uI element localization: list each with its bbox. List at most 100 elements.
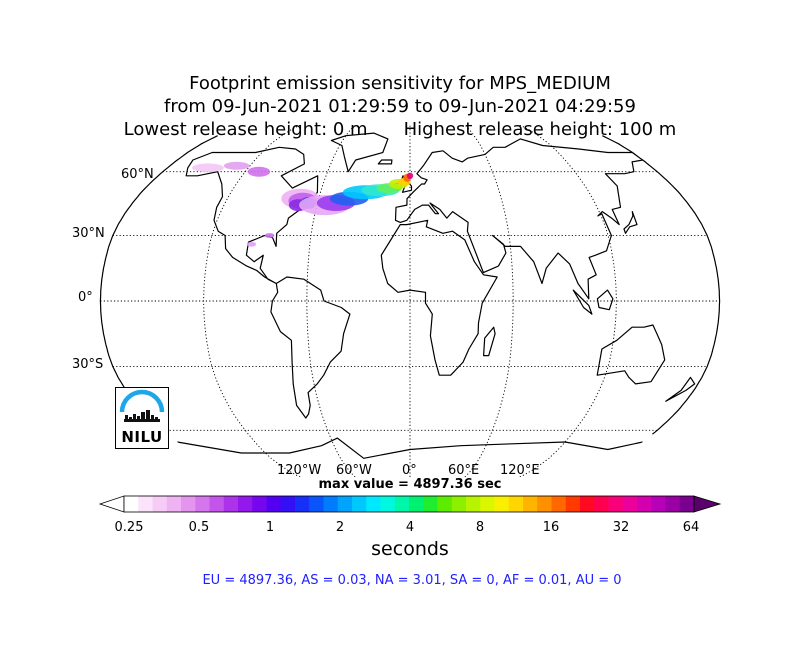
meridian-line	[519, 125, 617, 477]
colorbar-bin	[451, 496, 467, 512]
lat-label-0: 0°	[78, 290, 93, 305]
region-totals: EU = 4897.36, AS = 0.03, NA = 3.01, SA =…	[202, 573, 622, 588]
colorbar-tick-label: 16	[542, 520, 560, 535]
globe-outline	[99, 135, 721, 435]
continent-outlines	[177, 132, 696, 459]
colorbar-frame	[123, 495, 695, 513]
colorbar-bin	[423, 496, 438, 512]
colorbar-bin	[537, 496, 552, 512]
coastline-borneo	[596, 289, 614, 311]
graticule	[100, 125, 720, 477]
colorbar-bin	[409, 496, 424, 512]
lat-label-30n: 30°N	[72, 226, 105, 241]
colorbar-bin	[166, 496, 182, 512]
colorbar-bin	[508, 496, 524, 512]
plume-patch	[246, 241, 257, 247]
coastline-north-america	[185, 146, 319, 285]
colorbar-extend-low	[98, 495, 125, 513]
colorbar-bin	[238, 496, 253, 512]
lon-label-60e: 60°E	[448, 463, 480, 478]
colorbar-units-label: seconds	[371, 538, 449, 560]
colorbar-bin	[195, 496, 210, 512]
footprint-plume	[192, 161, 414, 247]
colorbar-bin	[295, 496, 310, 512]
colorbar-bin	[209, 496, 225, 512]
colorbar-tick-label: 0.25	[114, 520, 144, 535]
lat-label-30s: 30°S	[72, 357, 104, 372]
coastline-new-zealand	[665, 376, 696, 402]
title-line-3: Lowest release height: 0 m Highest releas…	[0, 119, 800, 141]
coastline-australia	[596, 324, 666, 385]
coastline-iceland	[377, 159, 393, 165]
colorbar-tick-label: 1	[265, 520, 275, 535]
colorbar-bin	[124, 496, 139, 512]
lon-label-120e: 120°E	[500, 463, 540, 478]
colorbar-bin	[565, 496, 581, 512]
colorbar-bin	[309, 496, 324, 512]
coastline-sumatra	[572, 289, 593, 315]
colorbar-bin	[622, 496, 638, 512]
coastline-japan	[623, 211, 638, 234]
colorbar-bin	[266, 496, 282, 512]
nilu-logo-mark	[119, 389, 165, 422]
colorbar-bin	[380, 496, 396, 512]
colorbar-bin	[637, 496, 652, 512]
colorbar-bin	[366, 496, 381, 512]
colorbar-bin	[181, 496, 196, 512]
colorbar-bin	[152, 496, 168, 512]
lon-label-120w: 120°W	[277, 463, 322, 478]
coastline-greenland	[330, 132, 389, 173]
highest-release-height: Highest release height: 100 m	[403, 119, 677, 140]
colorbar-tick-label: 4	[405, 520, 415, 535]
colorbar-bin	[323, 496, 339, 512]
coastline-madagascar	[483, 326, 496, 357]
title-line-1: Footprint emission sensitivity for MPS_M…	[189, 73, 611, 94]
title-line-2: from 09-Jun-2021 01:29:59 to 09-Jun-2021…	[164, 96, 636, 117]
meridian-line	[203, 125, 301, 477]
colorbar-bin	[594, 496, 609, 512]
max-value-label: max value = 4897.36 sec	[318, 477, 502, 492]
nilu-logo: NILU	[115, 387, 169, 449]
colorbar-bin	[352, 496, 367, 512]
lat-label-60n: 60°N	[121, 167, 154, 182]
colorbar-bin	[523, 496, 538, 512]
colorbar-extend-high	[693, 495, 722, 513]
colorbar-bin	[665, 496, 681, 512]
colorbar-tick-label: 64	[682, 520, 700, 535]
nilu-logo-text: NILU	[121, 428, 163, 446]
plume-patch	[192, 163, 224, 173]
colorbar-tick-label: 0.5	[188, 520, 210, 535]
coastline-eurasia	[394, 138, 644, 300]
colorbar-bin	[608, 496, 624, 512]
plume-patch	[264, 233, 275, 238]
meridian-line	[464, 125, 514, 477]
colorbar-bin	[466, 496, 481, 512]
colorbar-bin	[494, 496, 510, 512]
colorbar	[98, 495, 722, 513]
colorbar-bin	[580, 496, 595, 512]
colorbar-bin	[480, 496, 495, 512]
colorbar-bin	[551, 496, 567, 512]
coastline-south-america	[270, 276, 351, 419]
colorbar-bin	[337, 496, 353, 512]
lon-label-60w: 60°W	[336, 463, 372, 478]
coastline-africa	[380, 219, 498, 376]
meridian-line	[306, 125, 356, 477]
colorbar-tick-label: 2	[335, 520, 345, 535]
colorbar-bin	[138, 496, 153, 512]
plume-patch	[406, 172, 414, 179]
colorbar-bin	[651, 496, 666, 512]
colorbar-tick-label: 32	[612, 520, 630, 535]
lowest-release-height: Lowest release height: 0 m	[123, 119, 368, 140]
colorbar-bin	[679, 496, 695, 512]
lon-label-0: 0°	[402, 463, 417, 478]
colorbar-bin	[394, 496, 410, 512]
plume-patch	[223, 161, 250, 170]
colorbar-bin	[437, 496, 453, 512]
colorbar-bin	[223, 496, 239, 512]
colorbar-tick-label: 8	[475, 520, 485, 535]
coastline-antarctica	[177, 437, 643, 459]
plume-patch	[247, 166, 271, 177]
colorbar-bin	[280, 496, 296, 512]
colorbar-bin	[252, 496, 267, 512]
